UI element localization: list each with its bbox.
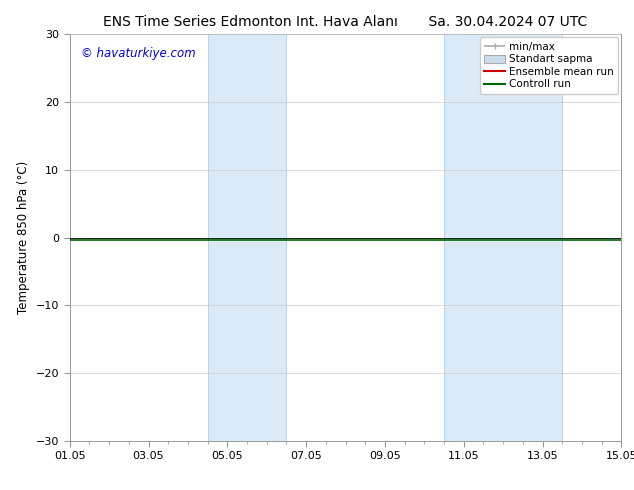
Bar — [207, 34, 287, 441]
Bar — [444, 34, 562, 441]
Text: © havaturkiye.com: © havaturkiye.com — [81, 47, 195, 59]
Legend: min/max, Standart sapma, Ensemble mean run, Controll run: min/max, Standart sapma, Ensemble mean r… — [480, 37, 618, 94]
Title: ENS Time Series Edmonton Int. Hava Alanı       Sa. 30.04.2024 07 UTC: ENS Time Series Edmonton Int. Hava Alanı… — [103, 15, 588, 29]
Y-axis label: Temperature 850 hPa (°C): Temperature 850 hPa (°C) — [17, 161, 30, 314]
